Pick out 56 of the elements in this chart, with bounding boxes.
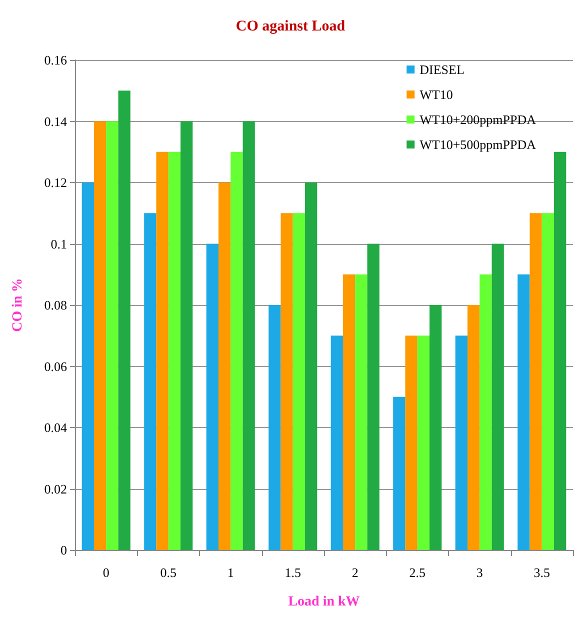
legend-label: DIESEL [420, 62, 464, 77]
bar [268, 305, 281, 550]
bar [554, 152, 566, 550]
bar [144, 213, 156, 550]
legend-label: WT10+200ppmPPDA [420, 112, 537, 127]
bar [518, 274, 530, 550]
bar [393, 396, 406, 550]
y-tick-label: 0.14 [44, 114, 68, 129]
x-tick-label: 0 [102, 565, 110, 580]
chart-title: CO against Load [236, 18, 346, 34]
y-tick-label: 0.16 [44, 52, 68, 68]
bar [530, 213, 542, 550]
bar [305, 182, 318, 550]
bar [106, 121, 118, 550]
x-tick-label: 1 [227, 565, 234, 580]
y-tick-label: 0.06 [44, 358, 68, 374]
bar [206, 244, 218, 550]
x-tick-label: 2.5 [409, 565, 426, 580]
bar [94, 121, 106, 550]
x-tick-label: 2 [352, 565, 358, 580]
bar [230, 152, 243, 550]
bar [330, 336, 343, 550]
y-tick-label: 0.1 [50, 236, 67, 252]
bar [242, 121, 255, 550]
bar [405, 336, 418, 550]
y-tick-label: 0.08 [44, 298, 67, 312]
bar [455, 336, 468, 550]
bar [367, 244, 380, 550]
y-tick-label: 0.12 [44, 175, 67, 190]
bar [180, 121, 193, 550]
x-tick-label: 1.5 [284, 565, 301, 580]
bar [355, 274, 368, 550]
bar [342, 274, 356, 550]
x-axis-title: Load in kW [288, 594, 360, 610]
y-tick-label: 0.02 [44, 481, 67, 496]
bar [82, 182, 94, 550]
bar [280, 213, 293, 550]
bar [168, 152, 181, 550]
x-tick-label: 3.5 [534, 565, 550, 580]
bar [156, 152, 168, 550]
bar [118, 90, 130, 550]
bar [292, 213, 306, 550]
bar [417, 336, 430, 550]
bar [218, 182, 231, 550]
legend-label: WT10+500ppmPPDA [420, 137, 537, 152]
bar [467, 305, 480, 550]
bar [430, 305, 442, 550]
y-axis-title: CO in % [10, 278, 26, 332]
x-tick-label: 3 [476, 565, 483, 580]
y-tick-label: 0.04 [44, 420, 68, 435]
x-tick-label: 0.5 [160, 565, 176, 580]
y-tick-label: 0 [60, 542, 67, 558]
bar [542, 213, 554, 550]
bar [480, 274, 492, 550]
bar [492, 244, 504, 550]
legend-label: WT10 [420, 87, 453, 102]
